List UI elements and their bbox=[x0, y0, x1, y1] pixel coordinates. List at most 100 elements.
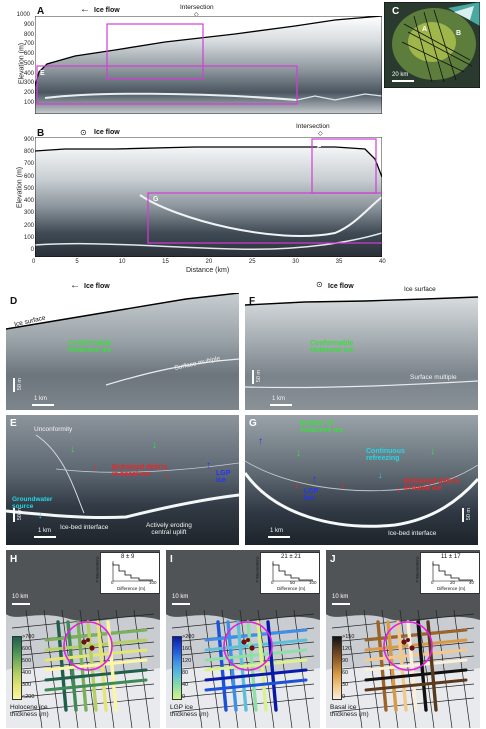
colorbar bbox=[12, 636, 22, 700]
histogram-xlabel: Difference (m) bbox=[117, 586, 146, 591]
colorbar-tick: >200 bbox=[182, 634, 195, 640]
scale-label-c: 20 km bbox=[392, 72, 409, 78]
histogram-xtick: 20 bbox=[450, 580, 456, 585]
arrow-down-icon: ↓ bbox=[378, 470, 383, 480]
flow-label-b: Ice flow bbox=[94, 129, 120, 136]
holocene-label-d: Conformable Holocene ice bbox=[68, 340, 112, 354]
arrow-down-icon: ↓ bbox=[340, 480, 345, 491]
arrow-left-icon: ← bbox=[80, 4, 90, 15]
histogram-stat: 8 ± 9 bbox=[121, 554, 135, 560]
xtick-b: 15 bbox=[162, 259, 169, 265]
ytick-a: 500 bbox=[23, 60, 34, 67]
histogram-xtick: 0 bbox=[431, 580, 434, 585]
panel-letter-b: B bbox=[37, 128, 45, 139]
histogram-xtick: 50 bbox=[290, 580, 296, 585]
ytick-a: 800 bbox=[23, 31, 34, 38]
xtick-b: 30 bbox=[292, 259, 299, 265]
map-scale-bar bbox=[172, 603, 190, 605]
arrow-down-icon: ↓ bbox=[70, 444, 75, 455]
xtick-b: 25 bbox=[248, 259, 256, 265]
colorbar-tick: >150 bbox=[342, 634, 355, 640]
hscale-bar-d bbox=[32, 404, 54, 406]
panel-letter-a: A bbox=[37, 6, 45, 17]
bed-interface-label-e: Ice-bed interface bbox=[60, 524, 109, 531]
arrow-down-icon: ↓ bbox=[164, 470, 169, 481]
uplift-label: Actively eroding central uplift bbox=[146, 522, 192, 536]
ytick-b: 100 bbox=[23, 234, 34, 241]
hscale-label-e: 1 km bbox=[38, 528, 52, 534]
radargram-g bbox=[245, 415, 478, 545]
colorbar-tick: 0 bbox=[342, 694, 346, 700]
map-image bbox=[6, 550, 160, 728]
ylabel-a: Elevation (m) bbox=[18, 42, 26, 85]
arrow-left-icon: ← bbox=[70, 280, 80, 291]
ytick-b: 300 bbox=[23, 210, 34, 217]
vscale-bar-d bbox=[13, 378, 15, 392]
histogram-stat: 21 ± 21 bbox=[281, 554, 301, 560]
ytick-a: 700 bbox=[23, 41, 34, 48]
arrow-down-icon: ↓ bbox=[294, 480, 299, 491]
ytick-b: 800 bbox=[23, 149, 34, 156]
flow-label-a: Ice flow bbox=[94, 7, 120, 14]
arrow-down-icon: ↓ bbox=[92, 462, 97, 473]
ytick-b: 0 bbox=[30, 247, 34, 253]
xtick-b: 20 bbox=[205, 259, 213, 265]
arrow-up-icon: ↑ bbox=[312, 474, 317, 485]
histogram-plot bbox=[112, 561, 153, 582]
ytick-a: 100 bbox=[23, 100, 34, 106]
xtick-b: 35 bbox=[335, 259, 343, 265]
arrow-down-icon: ↓ bbox=[430, 446, 435, 457]
histogram-xtick: 100 bbox=[309, 580, 317, 585]
xtick-b: 40 bbox=[379, 259, 386, 265]
ytick-a: 900 bbox=[23, 21, 34, 28]
histogram-inset: 8 ± 9 # Intersections 0 100 Difference (m) bbox=[95, 552, 160, 594]
colorbar-tick: 0 bbox=[182, 694, 186, 700]
ytick-a: 200 bbox=[23, 90, 34, 97]
box-label-d: D bbox=[110, 28, 116, 35]
scale-bar-c bbox=[392, 80, 414, 82]
panel-letter-f: F bbox=[249, 296, 256, 307]
ytick-a: 300 bbox=[23, 80, 34, 87]
radargram-a bbox=[35, 16, 382, 114]
histogram-xtick: 40 bbox=[469, 580, 475, 585]
map-panel: H 10 km 8 ± 9 # Intersections 0 100 Difference… bbox=[6, 550, 160, 728]
vscale-label-e: 50 m bbox=[17, 508, 23, 521]
colorbar-label: LGP ice thickness (m) bbox=[170, 704, 209, 718]
intersection-diamond-icon: ◇ bbox=[318, 131, 323, 137]
colorbar bbox=[332, 636, 342, 700]
histogram-xtick: 0 bbox=[111, 580, 114, 585]
out-of-page-icon: ⊙ bbox=[80, 128, 87, 137]
colorbar-tick: 120 bbox=[342, 646, 352, 652]
arrow-down-icon: ↓ bbox=[38, 510, 43, 520]
arrow-up-icon: ↑ bbox=[258, 436, 263, 447]
panel-letter-g: G bbox=[249, 418, 257, 429]
histogram-ylabel: # Intersections bbox=[414, 556, 420, 583]
radargram-f bbox=[245, 293, 478, 410]
vscale-bar-e bbox=[13, 508, 15, 522]
histogram-xtick: 100 bbox=[149, 580, 157, 585]
colorbar-tick: 600 bbox=[22, 646, 32, 652]
box-label-f: F bbox=[317, 144, 322, 151]
arrow-down-icon: ↓ bbox=[296, 448, 301, 459]
ytick-a: 1000 bbox=[16, 12, 30, 18]
hscale-bar-e bbox=[34, 536, 56, 538]
ytick-a: 600 bbox=[23, 51, 34, 58]
intersection-label-a: Intersection bbox=[180, 4, 214, 11]
colorbar-tick: >700 bbox=[22, 634, 35, 640]
xtick-b: 0 bbox=[32, 259, 36, 265]
inset-map-c bbox=[384, 2, 480, 88]
multiple-label-f: Surface multiple bbox=[410, 374, 457, 381]
radargram-d bbox=[6, 293, 239, 410]
histogram-plot bbox=[432, 561, 473, 582]
vscale-label-g: 50 m bbox=[466, 508, 472, 521]
inset-label-b: B bbox=[456, 30, 462, 37]
vscale-label-f: 50 m bbox=[256, 370, 262, 383]
refreezing-label: Continuous refreezing bbox=[366, 448, 405, 462]
holocene-bottom-label: Bottom of Holocene ice bbox=[300, 420, 344, 434]
histogram-plot bbox=[272, 561, 313, 582]
entrained-label-g: Entrained debris in basal ice bbox=[404, 478, 460, 492]
panel-letter-c: C bbox=[392, 6, 400, 17]
colorbar-tick: 400 bbox=[22, 670, 32, 676]
colorbar-tick: 30 bbox=[342, 682, 349, 688]
holocene-label-f: Conformable Holocene ice bbox=[310, 340, 354, 354]
